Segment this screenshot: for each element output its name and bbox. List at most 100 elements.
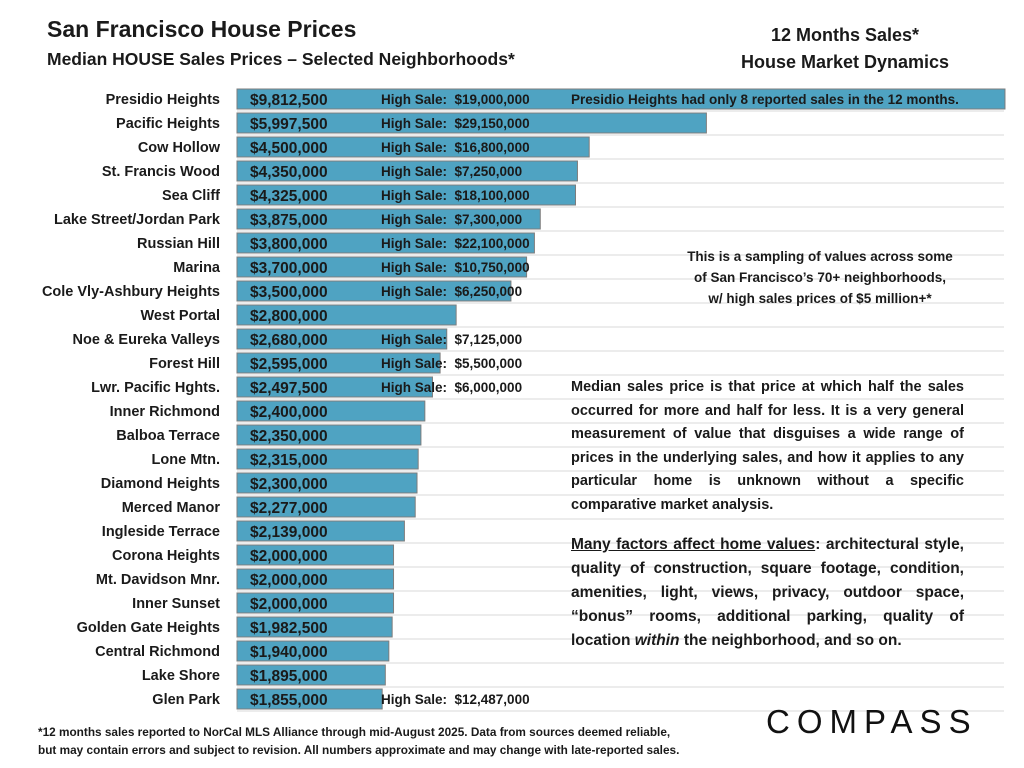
footnote-line1: *12 months sales reported to NorCal MLS … bbox=[38, 725, 671, 739]
bar bbox=[236, 160, 578, 182]
category-label: Diamond Heights bbox=[101, 476, 220, 492]
category-label: Corona Heights bbox=[112, 548, 220, 564]
bar bbox=[236, 280, 512, 302]
value-label: $1,895,000 bbox=[250, 668, 328, 685]
bar bbox=[236, 136, 590, 158]
bar bbox=[236, 496, 416, 518]
high-sale-label: High Sale: $12,487,000 bbox=[381, 692, 530, 707]
value-label: $1,982,500 bbox=[250, 620, 328, 637]
category-label: Balboa Terrace bbox=[116, 428, 220, 444]
value-label: $3,800,000 bbox=[250, 236, 328, 253]
value-label: $9,812,500 bbox=[250, 92, 328, 109]
bar bbox=[236, 184, 576, 206]
bar bbox=[236, 256, 528, 278]
factors-lead: Many factors affect home values bbox=[571, 536, 816, 553]
value-label: $2,350,000 bbox=[250, 428, 328, 445]
sampling-note-line: of San Francisco’s 70+ neighborhoods, bbox=[694, 270, 946, 285]
category-label: Lone Mtn. bbox=[152, 452, 220, 468]
high-sale-label: High Sale: $7,250,000 bbox=[381, 164, 522, 179]
bar bbox=[236, 616, 393, 638]
category-label: Lwr. Pacific Hghts. bbox=[91, 380, 220, 396]
category-label: Glen Park bbox=[152, 692, 221, 708]
bar bbox=[236, 472, 418, 494]
footnote-line2: but may contain errors and subject to re… bbox=[38, 743, 680, 757]
category-label: Lake Street/Jordan Park bbox=[54, 212, 221, 228]
value-label: $2,400,000 bbox=[250, 404, 328, 421]
sampling-note: This is a sampling of values across some… bbox=[660, 246, 980, 309]
value-label: $3,700,000 bbox=[250, 260, 328, 277]
value-label: $5,997,500 bbox=[250, 116, 328, 133]
category-label: Inner Richmond bbox=[110, 404, 220, 420]
category-label: Marina bbox=[173, 260, 221, 276]
high-sale-label: High Sale: $10,750,000 bbox=[381, 260, 530, 275]
right-title-line2: House Market Dynamics bbox=[740, 52, 950, 72]
sampling-note-line: w/ high sales prices of $5 million+* bbox=[708, 291, 932, 306]
bar bbox=[236, 664, 386, 686]
bar bbox=[236, 400, 426, 422]
high-sale-label: High Sale: $7,300,000 bbox=[381, 212, 522, 227]
right-title: 12 Months Sales* House Market Dynamics bbox=[700, 22, 990, 76]
category-label: Forest Hill bbox=[149, 356, 220, 372]
category-label: Presidio Heights bbox=[106, 92, 220, 108]
category-label: Lake Shore bbox=[142, 668, 220, 684]
category-label: Russian Hill bbox=[137, 236, 220, 252]
page-title: San Francisco House Prices bbox=[47, 16, 357, 42]
bar bbox=[236, 544, 395, 566]
value-label: $1,855,000 bbox=[250, 692, 328, 709]
high-sale-label: High Sale: $22,100,000 bbox=[381, 236, 530, 251]
value-label: $4,350,000 bbox=[250, 164, 328, 181]
factors-tail: the neighborhood, and so on. bbox=[679, 632, 902, 649]
factors-mid: : architectural style, quality of constr… bbox=[571, 536, 964, 649]
bar bbox=[236, 112, 707, 134]
value-factors-note: Many factors affect home values: archite… bbox=[571, 533, 964, 653]
bar bbox=[236, 424, 422, 446]
sampling-note-line: This is a sampling of values across some bbox=[687, 249, 953, 264]
value-label: $2,497,500 bbox=[250, 380, 328, 397]
category-label: Merced Manor bbox=[122, 500, 221, 516]
compass-logo: COMPASS bbox=[766, 703, 978, 740]
high-sale-label: High Sale: $6,000,000 bbox=[381, 380, 522, 395]
bar bbox=[236, 688, 383, 710]
bar bbox=[236, 448, 419, 470]
bar bbox=[236, 304, 457, 326]
value-label: $3,500,000 bbox=[250, 284, 328, 301]
right-title-line1: 12 Months Sales* bbox=[770, 25, 920, 45]
value-label: $2,277,000 bbox=[250, 500, 328, 517]
value-label: $4,500,000 bbox=[250, 140, 328, 157]
value-label: $2,800,000 bbox=[250, 308, 328, 325]
category-label: St. Francis Wood bbox=[102, 164, 220, 180]
category-label: West Portal bbox=[140, 308, 220, 324]
bar bbox=[236, 520, 405, 542]
bar bbox=[236, 88, 1006, 110]
value-label: $2,595,000 bbox=[250, 356, 328, 373]
high-sale-label: High Sale: $29,150,000 bbox=[381, 116, 530, 131]
bar bbox=[236, 592, 395, 614]
bar bbox=[236, 376, 433, 398]
high-sale-label: High Sale: $7,125,000 bbox=[381, 332, 522, 347]
value-label: $2,000,000 bbox=[250, 548, 328, 565]
value-label: $1,940,000 bbox=[250, 644, 328, 661]
value-label: $4,325,000 bbox=[250, 188, 328, 205]
chart-subtitle: Median HOUSE Sales Prices – Selected Nei… bbox=[47, 49, 515, 69]
category-label: Central Richmond bbox=[95, 644, 220, 660]
category-label: Cole Vly-Ashbury Heights bbox=[42, 284, 220, 300]
category-label: Inner Sunset bbox=[132, 596, 220, 612]
bar bbox=[236, 568, 395, 590]
bar bbox=[236, 208, 541, 230]
value-label: $2,300,000 bbox=[250, 476, 328, 493]
category-label: Sea Cliff bbox=[162, 188, 220, 204]
footnote: *12 months sales reported to NorCal MLS … bbox=[38, 723, 679, 759]
value-label: $2,000,000 bbox=[250, 572, 328, 589]
bar-annotation: Presidio Heights had only 8 reported sal… bbox=[571, 92, 959, 107]
category-label: Ingleside Terrace bbox=[102, 524, 220, 540]
bar bbox=[236, 328, 448, 350]
category-label: Noe & Eureka Valleys bbox=[73, 332, 221, 348]
median-definition-note: Median sales price is that price at whic… bbox=[571, 379, 964, 513]
value-label: $2,139,000 bbox=[250, 524, 328, 541]
high-sale-label: High Sale: $5,500,000 bbox=[381, 356, 522, 371]
category-label: Cow Hollow bbox=[138, 140, 221, 156]
category-label: Golden Gate Heights bbox=[77, 620, 220, 636]
category-label: Pacific Heights bbox=[116, 116, 220, 132]
high-sale-label: High Sale: $6,250,000 bbox=[381, 284, 522, 299]
value-label: $2,000,000 bbox=[250, 596, 328, 613]
